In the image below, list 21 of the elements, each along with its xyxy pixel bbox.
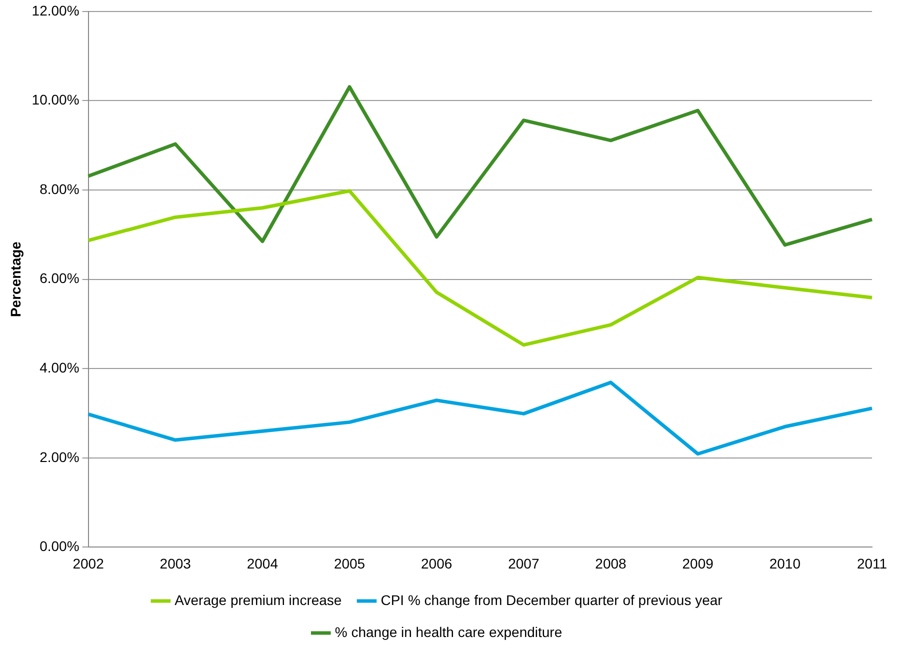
- x-tick-label: 2006: [421, 555, 452, 572]
- x-tick-label: 2002: [72, 555, 104, 572]
- y-tick-label: 4.00%: [40, 359, 80, 376]
- x-tick-label: 2005: [334, 555, 366, 572]
- x-tick-label: 2010: [769, 555, 801, 572]
- legend-label: Average premium increase: [174, 592, 342, 608]
- y-axis-title: Percentage: [7, 241, 24, 318]
- x-tick-label: 2011: [856, 555, 888, 572]
- y-tick-label: 0.00%: [40, 538, 80, 554]
- y-tick-label: 10.00%: [32, 92, 80, 108]
- legend-label: CPI % change from December quarter of previous year: [380, 592, 723, 608]
- legend-label: % change in health care expenditure: [334, 624, 562, 640]
- x-tick-label: 2008: [595, 555, 627, 572]
- x-tick-label: 2004: [246, 555, 278, 572]
- x-tick-label: 2003: [160, 555, 192, 572]
- x-tick-label: 2009: [682, 555, 714, 572]
- y-tick-label: 12.00%: [32, 2, 80, 18]
- y-tick-label: 6.00%: [40, 270, 80, 286]
- y-tick-label: 8.00%: [40, 180, 80, 197]
- x-tick-label: 2007: [508, 555, 540, 572]
- y-tick-label: 2.00%: [40, 448, 80, 465]
